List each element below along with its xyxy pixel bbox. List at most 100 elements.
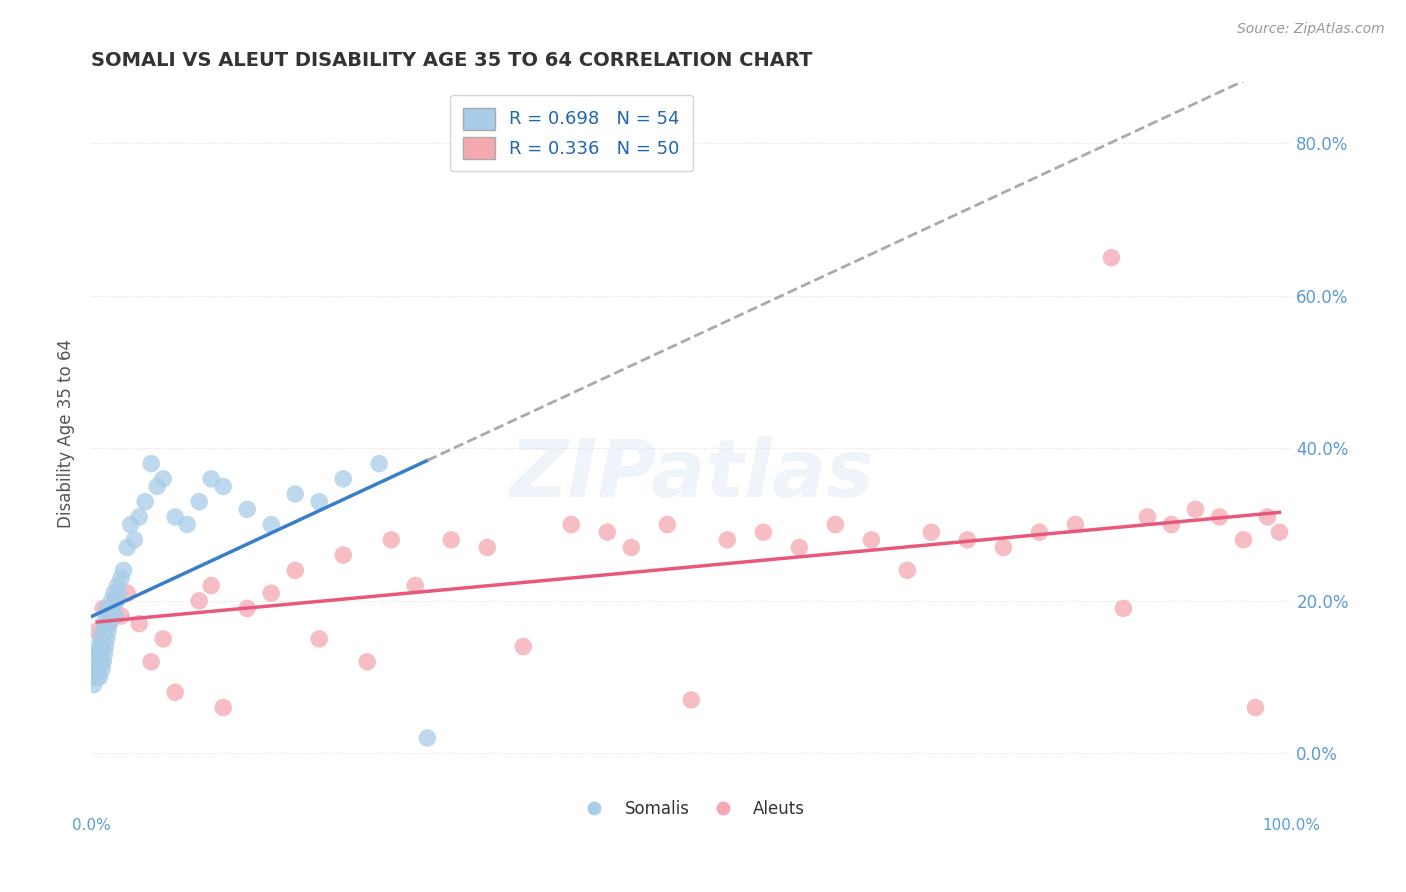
Point	[165, 685, 187, 699]
Point	[124, 533, 146, 547]
Point	[91, 601, 114, 615]
Point	[368, 457, 391, 471]
Point	[657, 517, 679, 532]
Point	[176, 517, 198, 532]
Point	[560, 517, 582, 532]
Point	[104, 594, 127, 608]
Point	[94, 640, 117, 654]
Point	[91, 624, 114, 639]
Point	[87, 662, 110, 676]
Point	[91, 640, 114, 654]
Point	[1208, 510, 1230, 524]
Point	[356, 655, 378, 669]
Point	[1256, 510, 1278, 524]
Point	[512, 640, 534, 654]
Point	[260, 517, 283, 532]
Point	[200, 578, 222, 592]
Point	[89, 670, 111, 684]
Point	[404, 578, 426, 592]
Point	[1064, 517, 1087, 532]
Point	[84, 655, 107, 669]
Point	[789, 541, 811, 555]
Point	[380, 533, 402, 547]
Point	[152, 632, 174, 646]
Point	[920, 525, 942, 540]
Legend: Somalis, Aleuts: Somalis, Aleuts	[571, 793, 811, 824]
Point	[440, 533, 463, 547]
Point	[101, 601, 124, 615]
Point	[1028, 525, 1050, 540]
Point	[91, 662, 114, 676]
Point	[91, 655, 114, 669]
Point	[1232, 533, 1254, 547]
Point	[1244, 700, 1267, 714]
Point	[98, 616, 121, 631]
Point	[97, 624, 120, 639]
Point	[146, 479, 169, 493]
Point	[134, 494, 156, 508]
Point	[1112, 601, 1135, 615]
Point	[236, 601, 259, 615]
Point	[112, 563, 135, 577]
Point	[90, 632, 112, 646]
Point	[681, 693, 703, 707]
Point	[236, 502, 259, 516]
Point	[115, 541, 138, 555]
Point	[1160, 517, 1182, 532]
Point	[96, 632, 118, 646]
Point	[128, 510, 150, 524]
Point	[1184, 502, 1206, 516]
Point	[260, 586, 283, 600]
Text: ZIPatlas: ZIPatlas	[509, 436, 873, 514]
Point	[284, 487, 307, 501]
Point	[103, 586, 125, 600]
Point	[94, 609, 117, 624]
Point	[824, 517, 846, 532]
Point	[1136, 510, 1159, 524]
Point	[83, 678, 105, 692]
Point	[956, 533, 979, 547]
Point	[212, 700, 235, 714]
Point	[332, 472, 354, 486]
Point	[200, 472, 222, 486]
Point	[477, 541, 499, 555]
Point	[993, 541, 1015, 555]
Point	[87, 640, 110, 654]
Point	[90, 655, 112, 669]
Point	[82, 670, 104, 684]
Text: Source: ZipAtlas.com: Source: ZipAtlas.com	[1237, 22, 1385, 37]
Point	[188, 494, 211, 508]
Point	[308, 632, 330, 646]
Point	[86, 647, 108, 661]
Text: 0.0%: 0.0%	[72, 818, 111, 833]
Point	[188, 594, 211, 608]
Point	[107, 586, 129, 600]
Point	[284, 563, 307, 577]
Point	[752, 525, 775, 540]
Point	[212, 479, 235, 493]
Point	[860, 533, 883, 547]
Point	[141, 655, 163, 669]
Point	[96, 601, 118, 615]
Point	[98, 616, 121, 631]
Point	[308, 494, 330, 508]
Point	[152, 472, 174, 486]
Point	[83, 662, 105, 676]
Point	[716, 533, 738, 547]
Point	[105, 594, 128, 608]
Point	[86, 624, 108, 639]
Y-axis label: Disability Age 35 to 64: Disability Age 35 to 64	[58, 339, 75, 527]
Point	[98, 609, 121, 624]
Point	[1099, 251, 1122, 265]
Point	[104, 609, 127, 624]
Point	[120, 517, 142, 532]
Point	[141, 457, 163, 471]
Point	[896, 563, 918, 577]
Point	[100, 594, 122, 608]
Text: 100.0%: 100.0%	[1263, 818, 1320, 833]
Text: SOMALI VS ALEUT DISABILITY AGE 35 TO 64 CORRELATION CHART: SOMALI VS ALEUT DISABILITY AGE 35 TO 64 …	[91, 51, 813, 70]
Point	[1268, 525, 1291, 540]
Point	[620, 541, 643, 555]
Point	[596, 525, 619, 540]
Point	[89, 647, 111, 661]
